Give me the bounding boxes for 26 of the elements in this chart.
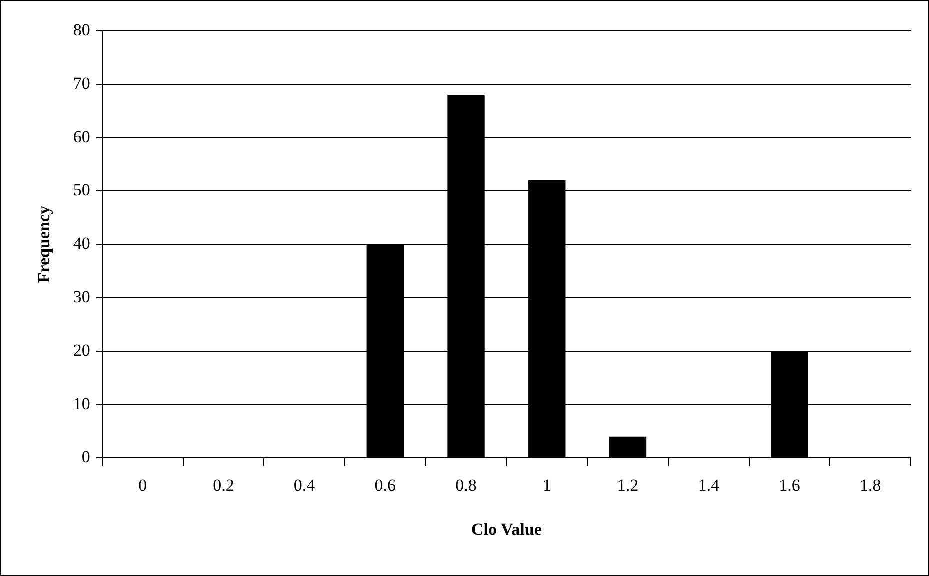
y-tick-label: 0: [82, 448, 90, 467]
x-tick-label: 0.6: [374, 476, 396, 495]
x-tick-label: 1.4: [698, 476, 720, 495]
x-axis-title: Clo Value: [472, 520, 542, 540]
y-axis-title: Frequency: [34, 206, 54, 284]
bar: [366, 244, 404, 458]
bar: [528, 180, 566, 458]
bar: [771, 351, 808, 458]
x-tick-label: 0.2: [213, 476, 234, 495]
y-tick-label: 10: [73, 394, 90, 414]
x-tick-label: 1.6: [779, 476, 800, 495]
x-tick-label: 1.2: [617, 476, 639, 495]
y-tick-label: 20: [73, 340, 90, 360]
x-tick-label: 1: [542, 476, 552, 495]
y-tick-label: 80: [73, 20, 90, 40]
y-tick-label: 60: [73, 127, 90, 146]
x-tick-label: 0: [138, 476, 148, 495]
x-tick-label: 0.4: [294, 476, 316, 495]
y-tick-label: 30: [73, 287, 90, 306]
bar: [448, 95, 485, 458]
y-tick-label: 50: [73, 180, 90, 200]
x-tick-label: 1.8: [860, 476, 882, 495]
y-tick-label: 70: [73, 74, 90, 93]
bar: [609, 436, 647, 458]
y-tick-label: 40: [73, 234, 90, 254]
x-tick-label: 0.8: [456, 476, 477, 495]
